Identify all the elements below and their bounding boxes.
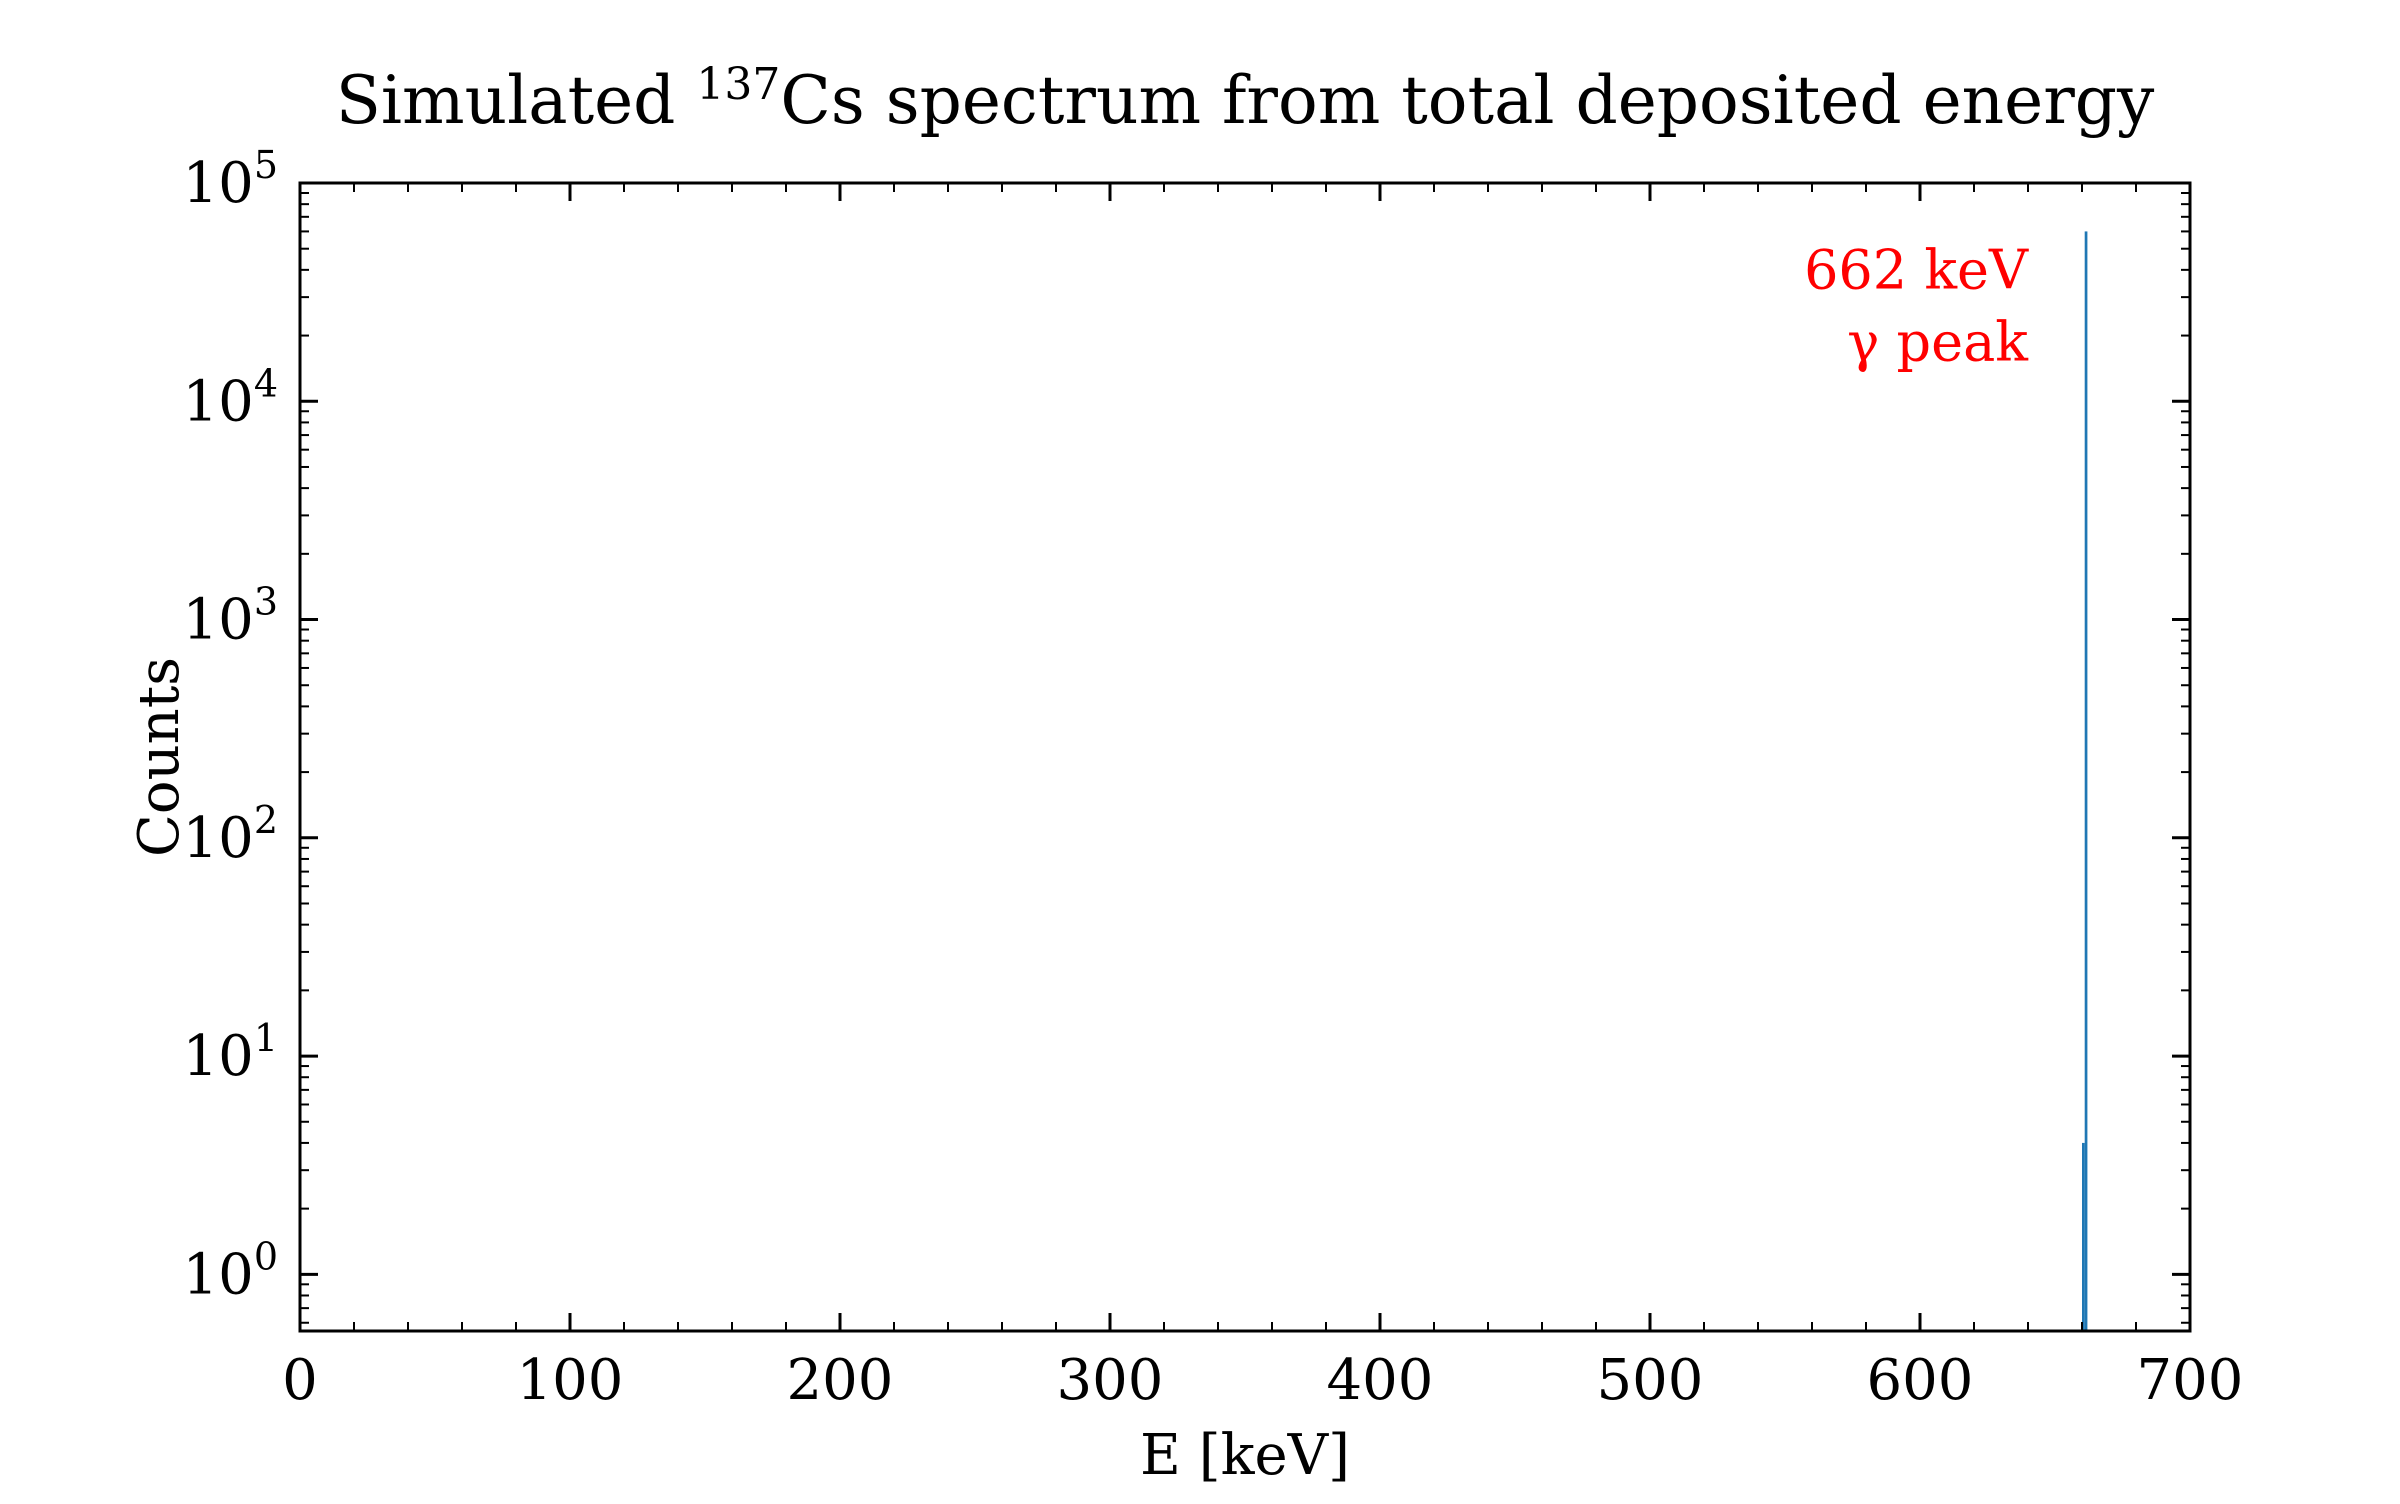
peak-annotation-line: γ peak	[1847, 310, 2029, 373]
chart-title: Simulated 137Cs spectrum from total depo…	[336, 59, 2155, 139]
y-tick-label: 100	[183, 1234, 278, 1307]
y-tick-label: 104	[183, 361, 278, 434]
peak-annotation-line: 662 keV	[1804, 238, 2029, 301]
y-tick-label: 102	[183, 798, 278, 871]
x-axis-label: E [keV]	[1140, 1423, 1350, 1488]
annotations-layer: 662 keV γ peak	[1804, 238, 2029, 373]
y-tick-label: 101	[183, 1016, 278, 1089]
plot-frame	[298, 181, 2192, 1333]
bars-layer	[2082, 231, 2088, 1331]
spectrum-bar	[2084, 231, 2088, 1331]
y-tick-label: 103	[183, 580, 278, 653]
spectrum-bar	[2082, 1142, 2085, 1331]
x-tick-label: 300	[1057, 1348, 1164, 1413]
x-tick-label: 700	[2137, 1348, 2244, 1413]
x-tick-label: 0	[282, 1348, 318, 1413]
x-tick-label: 100	[517, 1348, 624, 1413]
y-axis-label: Counts	[127, 657, 192, 857]
x-tick-label: 500	[1597, 1348, 1704, 1413]
x-tick-label: 400	[1327, 1348, 1434, 1413]
x-tick-label: 200	[787, 1348, 894, 1413]
x-tick-label: 600	[1867, 1348, 1974, 1413]
y-tick-label: 105	[183, 143, 278, 216]
